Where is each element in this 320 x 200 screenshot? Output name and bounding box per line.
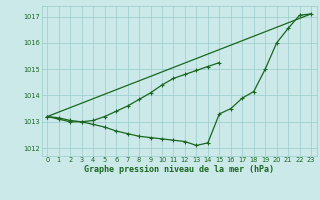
X-axis label: Graphe pression niveau de la mer (hPa): Graphe pression niveau de la mer (hPa)	[84, 165, 274, 174]
